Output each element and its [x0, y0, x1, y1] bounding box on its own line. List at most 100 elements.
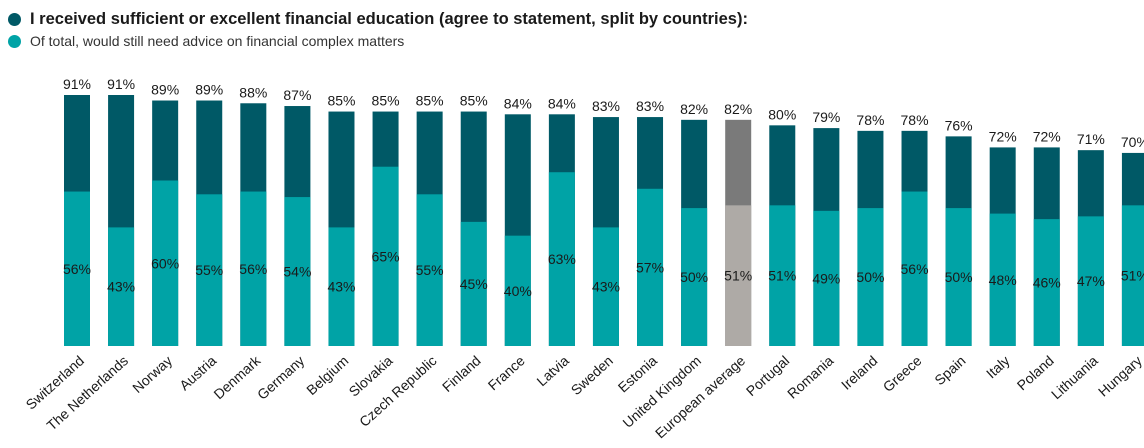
data-label-advice-germany: 54%: [283, 264, 311, 280]
data-label-advice-greece: 56%: [901, 261, 929, 277]
bar-advice-european-average: [725, 205, 752, 346]
x-tick-label-united-kingdom: United Kingdom: [619, 352, 704, 431]
x-tick-label-italy: Italy: [983, 352, 1013, 381]
bar-advice-greece: [901, 191, 928, 346]
data-label-total-the-netherlands: 91%: [107, 76, 135, 92]
data-label-total-france: 84%: [504, 95, 532, 111]
data-label-total-sweden: 83%: [592, 98, 620, 114]
bar-advice-slovakia: [372, 166, 399, 346]
data-label-total-norway: 89%: [151, 82, 179, 98]
bar-advice-lithuania: [1077, 216, 1104, 346]
legend-label-advice: Of total, would still need advice on fin…: [30, 33, 405, 49]
bar-group-switzerland: 91%56%Switzerland: [23, 76, 91, 413]
bar-advice-denmark: [240, 191, 267, 346]
bar-group-finland: 85% 45% Finland: [439, 93, 488, 395]
x-tick-label-france: France: [485, 352, 528, 393]
bar-group-latvia: 84% 63% Latvia: [533, 95, 575, 389]
legend-item-advice: Of total, would still need advice on fin…: [8, 30, 748, 52]
bar-group-hungary: 70% 51% Hungary: [1095, 134, 1144, 400]
bar-group-denmark: 88%56%Denmark: [210, 84, 267, 402]
data-label-advice-european-average: 51%: [724, 268, 752, 284]
bar-advice-norway: [152, 180, 179, 346]
data-label-advice-latvia: 63%: [548, 251, 576, 267]
data-label-total-ireland: 78%: [856, 112, 884, 128]
data-label-advice-lithuania: 47%: [1077, 273, 1105, 289]
data-label-advice-sweden: 43%: [592, 279, 620, 295]
legend-swatch-advice: [8, 34, 21, 48]
x-tick-label-belgium: Belgium: [303, 352, 351, 398]
bar-advice-austria: [196, 194, 223, 346]
data-label-advice-ireland: 50%: [856, 269, 884, 285]
legend: I received sufficient or excellent finan…: [8, 8, 748, 52]
bar-group-ireland: 78% 50% Ireland: [838, 112, 885, 393]
x-tick-label-hungary: Hungary: [1095, 352, 1144, 399]
data-label-advice-hungary: 51%: [1121, 268, 1144, 284]
data-label-total-italy: 72%: [989, 128, 1017, 144]
x-tick-label-germany: Germany: [254, 352, 307, 402]
bar-group-sweden: 83% 43% Sweden: [568, 98, 620, 398]
bar-group-austria: 89%55%Austria: [176, 82, 223, 394]
data-label-advice-portugal: 51%: [768, 268, 796, 284]
bar-advice-finland: [460, 221, 487, 346]
data-label-total-united-kingdom: 82%: [680, 101, 708, 117]
x-tick-label-czech-republic: Czech Republic: [356, 352, 440, 430]
data-label-total-czech-republic: 85%: [416, 93, 444, 109]
bar-advice-latvia: [548, 172, 575, 346]
bar-group-spain: 76% 50% Spain: [931, 117, 972, 388]
bar-advice-spain: [945, 208, 972, 346]
data-label-advice-the-netherlands: 43%: [107, 279, 135, 295]
data-label-total-belgium: 85%: [327, 93, 355, 109]
bar-advice-switzerland: [64, 191, 90, 346]
bar-group-italy: 72% 48% Italy: [983, 128, 1017, 381]
data-label-advice-norway: 60%: [151, 255, 179, 271]
data-label-advice-italy: 48%: [989, 272, 1017, 288]
bar-group-germany: 87% 54% Germany: [254, 87, 312, 403]
data-label-total-spain: 76%: [945, 117, 973, 133]
data-label-total-latvia: 84%: [548, 95, 576, 111]
data-label-total-portugal: 80%: [768, 106, 796, 122]
data-label-total-germany: 87%: [283, 87, 311, 103]
data-label-total-european-average: 82%: [724, 101, 752, 117]
bar-advice-germany: [284, 197, 311, 346]
bar-advice-czech-republic: [416, 194, 443, 346]
data-label-total-lithuania: 71%: [1077, 131, 1105, 147]
data-label-total-austria: 89%: [195, 82, 223, 98]
data-label-total-hungary: 70%: [1121, 134, 1144, 150]
x-tick-label-greece: Greece: [880, 352, 925, 395]
data-label-advice-austria: 55%: [195, 262, 223, 278]
data-label-total-poland: 72%: [1033, 128, 1061, 144]
data-label-total-finland: 85%: [460, 93, 488, 109]
bar-advice-hungary: [1121, 205, 1144, 346]
data-label-advice-switzerland: 56%: [63, 261, 91, 277]
legend-label-education: I received sufficient or excellent finan…: [30, 9, 748, 28]
x-tick-label-latvia: Latvia: [533, 352, 572, 389]
data-label-advice-slovakia: 65%: [372, 248, 400, 264]
x-tick-label-sweden: Sweden: [568, 352, 616, 398]
legend-item-education: I received sufficient or excellent finan…: [8, 8, 748, 30]
bar-group-poland: 72%46%Poland: [1014, 128, 1061, 393]
bar-advice-ireland: [857, 208, 884, 346]
data-label-total-romania: 79%: [812, 109, 840, 125]
data-label-total-slovakia: 85%: [372, 93, 400, 109]
bar-advice-poland: [1033, 219, 1060, 346]
data-label-advice-spain: 50%: [945, 269, 973, 285]
bar-advice-united-kingdom: [681, 208, 708, 346]
bar-group-estonia: 83%57%Estonia: [615, 98, 664, 395]
data-label-advice-romania: 49%: [812, 270, 840, 286]
x-tick-label-the-netherlands: The Netherlands: [43, 352, 131, 433]
data-label-advice-france: 40%: [504, 283, 532, 299]
x-tick-label-lithuania: Lithuania: [1048, 352, 1101, 402]
data-label-advice-estonia: 57%: [636, 259, 664, 275]
data-label-total-greece: 78%: [901, 112, 929, 128]
data-label-advice-belgium: 43%: [327, 279, 355, 295]
x-tick-label-romania: Romania: [784, 352, 837, 402]
bar-advice-belgium: [328, 227, 355, 346]
x-tick-label-finland: Finland: [439, 352, 484, 395]
bar-advice-italy: [989, 213, 1016, 346]
bar-group-greece: 78% 56% Greece: [880, 112, 929, 395]
data-label-advice-denmark: 56%: [239, 261, 267, 277]
bar-group-france: 84% 40% France: [485, 95, 532, 393]
bar-advice-the-netherlands: [108, 227, 135, 346]
bar-advice-france: [504, 235, 531, 346]
